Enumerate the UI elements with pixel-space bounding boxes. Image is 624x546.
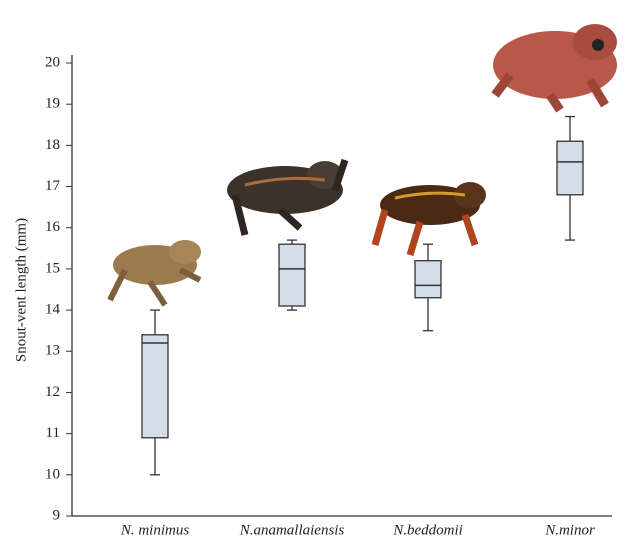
y-tick-label: 10	[45, 466, 60, 482]
y-tick-label: 9	[53, 507, 61, 523]
box	[414, 260, 442, 299]
y-tick-label: 12	[45, 384, 60, 400]
box	[278, 243, 306, 307]
y-tick-label: 15	[45, 260, 60, 276]
x-tick-label: N.minor	[544, 522, 595, 538]
frog-illustration	[371, 182, 486, 257]
x-tick-label: N.beddomii	[392, 522, 463, 538]
frog-illustration	[107, 240, 202, 307]
x-tick-label: N. minimus	[120, 522, 190, 538]
y-tick-label: 19	[45, 96, 60, 112]
y-axis-label: Snout-vent length (mm)	[13, 218, 29, 362]
y-tick-label: 20	[45, 54, 60, 70]
y-tick-label: 17	[45, 178, 61, 194]
box	[556, 140, 584, 196]
box	[141, 334, 169, 439]
y-tick-label: 16	[45, 219, 61, 235]
y-tick-label: 18	[45, 137, 60, 153]
y-tick-label: 11	[46, 425, 60, 441]
y-tick-label: 13	[45, 343, 60, 359]
frog-illustration	[491, 24, 617, 113]
x-tick-label: N.anamallaiensis	[239, 522, 345, 538]
y-tick-label: 14	[45, 302, 61, 318]
frog-illustration	[227, 158, 349, 236]
